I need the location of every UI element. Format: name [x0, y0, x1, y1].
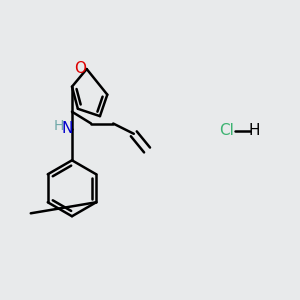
Text: N: N — [62, 121, 73, 136]
Text: H: H — [53, 119, 64, 134]
Text: O: O — [74, 61, 86, 76]
Text: H: H — [249, 123, 260, 138]
Text: Cl: Cl — [219, 123, 234, 138]
